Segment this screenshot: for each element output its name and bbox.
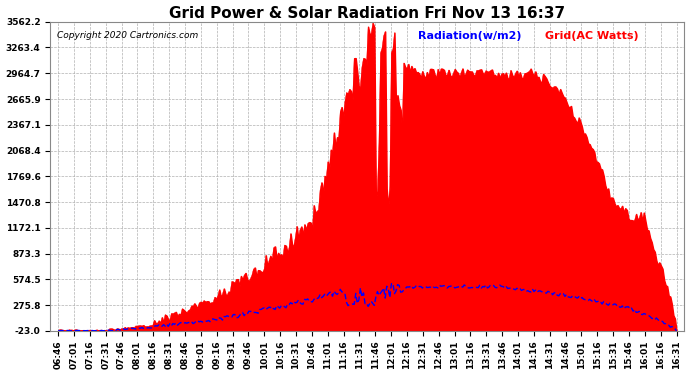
Text: Copyright 2020 Cartronics.com: Copyright 2020 Cartronics.com xyxy=(57,31,198,40)
Title: Grid Power & Solar Radiation Fri Nov 13 16:37: Grid Power & Solar Radiation Fri Nov 13 … xyxy=(169,6,565,21)
Text: Grid(AC Watts): Grid(AC Watts) xyxy=(545,31,638,41)
Text: Radiation(w/m2): Radiation(w/m2) xyxy=(418,31,522,41)
